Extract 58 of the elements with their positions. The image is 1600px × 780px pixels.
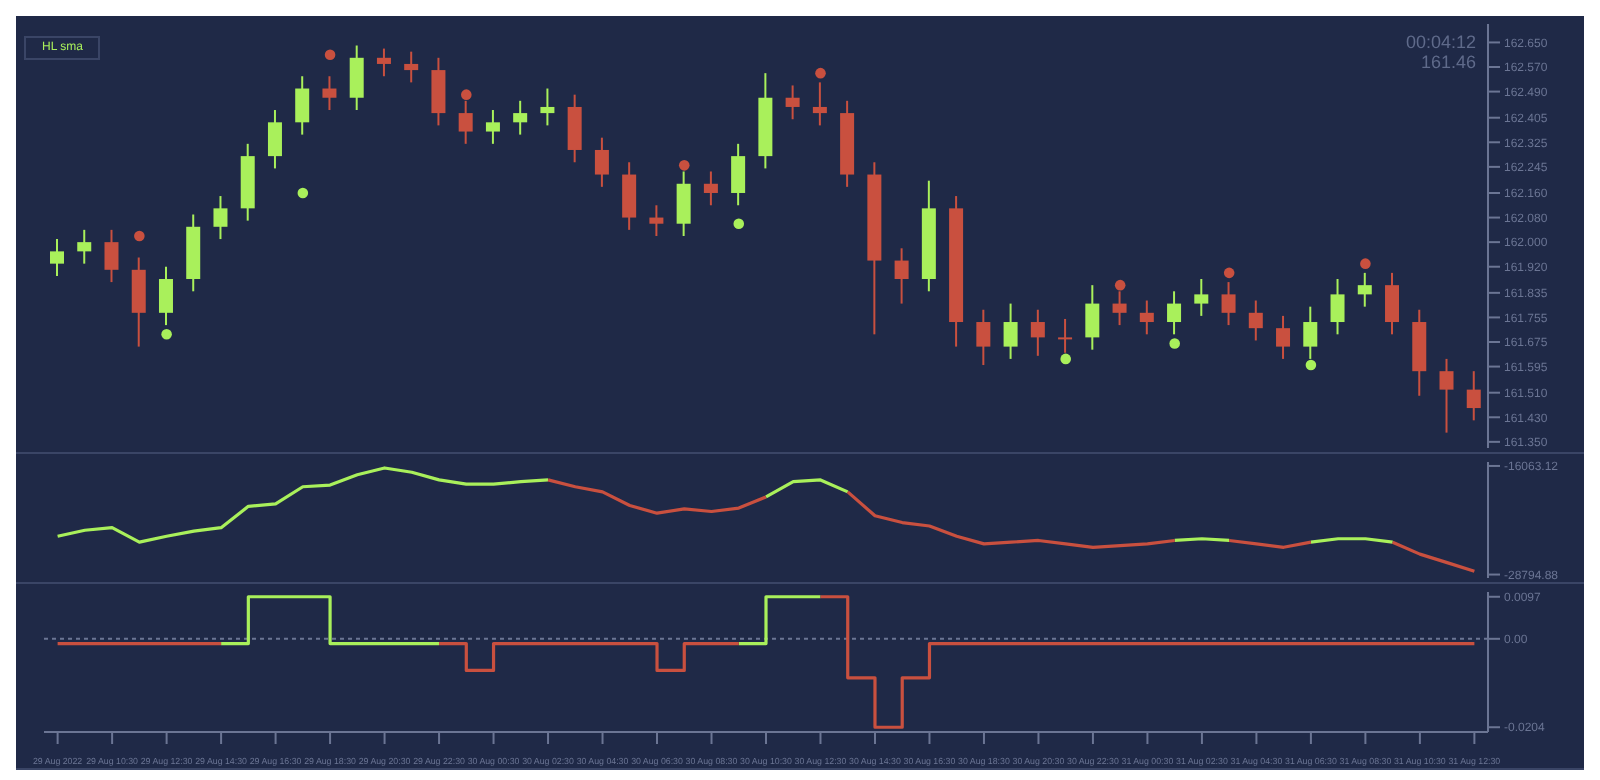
candlestick [131, 256, 146, 348]
candlestick [431, 56, 446, 127]
candlestick [50, 238, 64, 277]
candlestick [1439, 357, 1454, 434]
point [1305, 359, 1317, 371]
candlestick [376, 47, 391, 78]
candlestick [567, 93, 582, 164]
point [1223, 267, 1235, 279]
candlestick [785, 84, 800, 121]
candlestick [894, 247, 909, 305]
candlestick [594, 136, 609, 188]
candlestick [703, 170, 718, 207]
candlestick [649, 204, 664, 237]
point [297, 187, 309, 199]
candlestick [1330, 278, 1345, 336]
point [815, 67, 826, 79]
candlestick [404, 50, 419, 84]
point [1060, 353, 1071, 365]
candlestick [622, 161, 637, 231]
candlestick [1276, 314, 1291, 360]
candlestick [976, 308, 991, 367]
candlestick [104, 228, 119, 284]
candlestick [295, 75, 310, 136]
candlestick [1085, 284, 1100, 351]
candlestick [540, 87, 555, 127]
candlestick [731, 142, 746, 207]
candlestick [267, 109, 282, 170]
candlestick [322, 75, 337, 112]
point [1169, 338, 1180, 349]
candlestick [1466, 370, 1481, 422]
annotation: 161.46 [1420, 52, 1476, 72]
candlestick [1221, 281, 1236, 327]
point [733, 218, 745, 229]
candlestick [485, 109, 500, 145]
point [1360, 258, 1371, 269]
candlestick [349, 44, 364, 112]
point [461, 89, 472, 100]
candlestick [1194, 278, 1209, 317]
candlestick [77, 228, 92, 265]
candlestick [213, 195, 228, 241]
candlestick [1167, 290, 1182, 336]
point [678, 160, 690, 171]
candlestick [1248, 299, 1263, 342]
point [324, 49, 336, 61]
candlestick [1139, 299, 1154, 336]
candlestick [1357, 271, 1372, 308]
point [1114, 279, 1126, 291]
candlestick [1385, 271, 1400, 336]
point [161, 329, 172, 340]
candlestick [676, 170, 691, 237]
point [134, 230, 145, 242]
candlestick [1003, 302, 1018, 360]
candlestick [1030, 308, 1045, 357]
candlestick [513, 99, 528, 136]
candlestick [812, 81, 827, 127]
candlestick [1058, 317, 1073, 354]
annotation: 00:04:12 [1405, 32, 1476, 52]
candlestick [158, 265, 173, 327]
